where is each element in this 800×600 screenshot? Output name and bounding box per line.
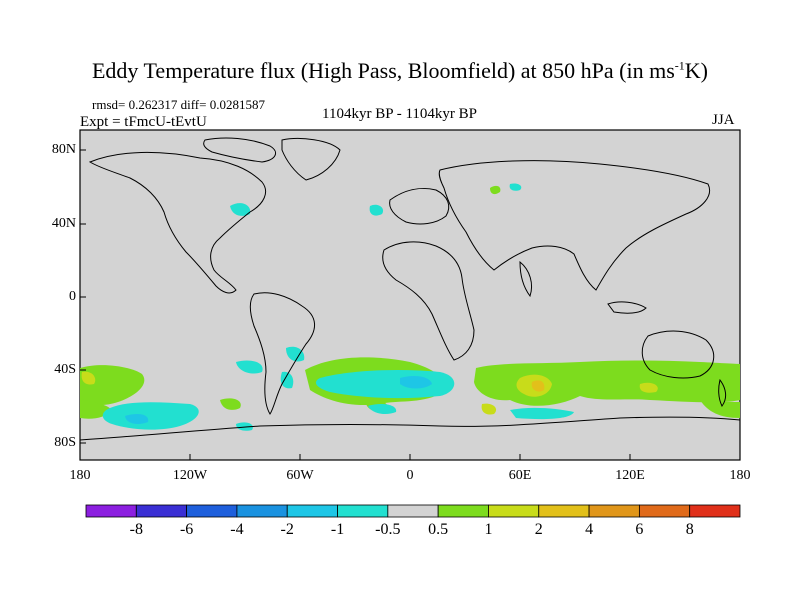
- patch-negative: [369, 204, 384, 216]
- lon-label: 60E: [508, 468, 532, 483]
- coastlines: [79, 137, 741, 441]
- patch-negative: [102, 402, 199, 430]
- season-label: JJA: [712, 112, 735, 128]
- plot-title: Eddy Temperature flux (High Pass, Bloomf…: [91, 58, 708, 83]
- colorbar-label: 6: [635, 521, 644, 538]
- period-label: 1104kyr BP - 1104kyr BP: [322, 106, 478, 122]
- colorbar-swatch: [186, 504, 238, 518]
- colorbar: [85, 504, 741, 518]
- patch-negative: [236, 360, 263, 374]
- colorbar-swatch: [387, 504, 439, 518]
- patch-negative: [236, 422, 253, 431]
- colorbar-swatch: [85, 504, 137, 518]
- anomaly-patches: [80, 183, 740, 431]
- lat-label: 80N: [51, 142, 76, 157]
- colorbar-label: 2: [534, 521, 543, 538]
- colorbar-swatch: [135, 504, 188, 518]
- patch-negative: [125, 414, 149, 424]
- colorbar-swatch: [337, 504, 389, 518]
- patch-negative: [230, 203, 251, 216]
- lon-label: 180: [729, 468, 751, 483]
- lon-label: 120W: [172, 468, 208, 483]
- patch-negative: [280, 371, 294, 389]
- patch-negative: [509, 183, 522, 191]
- patch-positive: [700, 400, 740, 418]
- colorbar-label: -2: [280, 521, 294, 538]
- patch-positive: [220, 398, 241, 410]
- lon-label: 60W: [286, 468, 314, 483]
- patch-positive: [80, 365, 145, 406]
- colorbar-swatch: [488, 504, 540, 518]
- experiment-label: Expt = tFmcU-tEvtU: [80, 114, 207, 130]
- colorbar-swatch: [286, 504, 338, 518]
- colorbar-swatch: [638, 504, 691, 518]
- patch-positive: [490, 185, 501, 195]
- patch-negative: [400, 376, 432, 389]
- colorbar-label: 4: [585, 521, 594, 538]
- lon-label: 0: [406, 468, 414, 483]
- axis-ticks: [80, 149, 631, 460]
- patch-negative: [510, 407, 574, 420]
- colorbar-swatch: [236, 504, 288, 518]
- colorbar-label: -4: [230, 521, 244, 538]
- patch-core: [531, 380, 545, 392]
- colorbar-swatch: [689, 504, 741, 518]
- patch-negative: [368, 404, 397, 414]
- colorbar-label: 8: [685, 521, 694, 538]
- patch-core: [481, 403, 497, 415]
- lat-label: 40S: [54, 362, 76, 377]
- colorbar-label: 1: [484, 521, 493, 538]
- colorbar-swatch: [538, 504, 590, 518]
- colorbar-label: -0.5: [375, 521, 401, 538]
- lon-label: 180: [69, 468, 91, 483]
- patch-core: [639, 382, 658, 393]
- colorbar-label: -6: [179, 521, 194, 538]
- colorbar-label: -8: [129, 521, 143, 538]
- lat-label: 40N: [51, 216, 76, 231]
- colorbar-label: 0.5: [428, 521, 449, 538]
- patch-positive: [474, 360, 740, 406]
- lon-label: 120E: [615, 468, 645, 483]
- patch-negative: [286, 346, 305, 362]
- colorbar-label: -1: [330, 521, 345, 538]
- colorbar-swatch: [437, 504, 489, 518]
- lat-label: 80S: [54, 435, 76, 450]
- patch-core: [81, 371, 96, 385]
- colorbar-swatch: [588, 504, 640, 518]
- lat-label: 0: [69, 289, 76, 304]
- stats-text: rmsd= 0.262317 diff= 0.0281587: [92, 97, 265, 112]
